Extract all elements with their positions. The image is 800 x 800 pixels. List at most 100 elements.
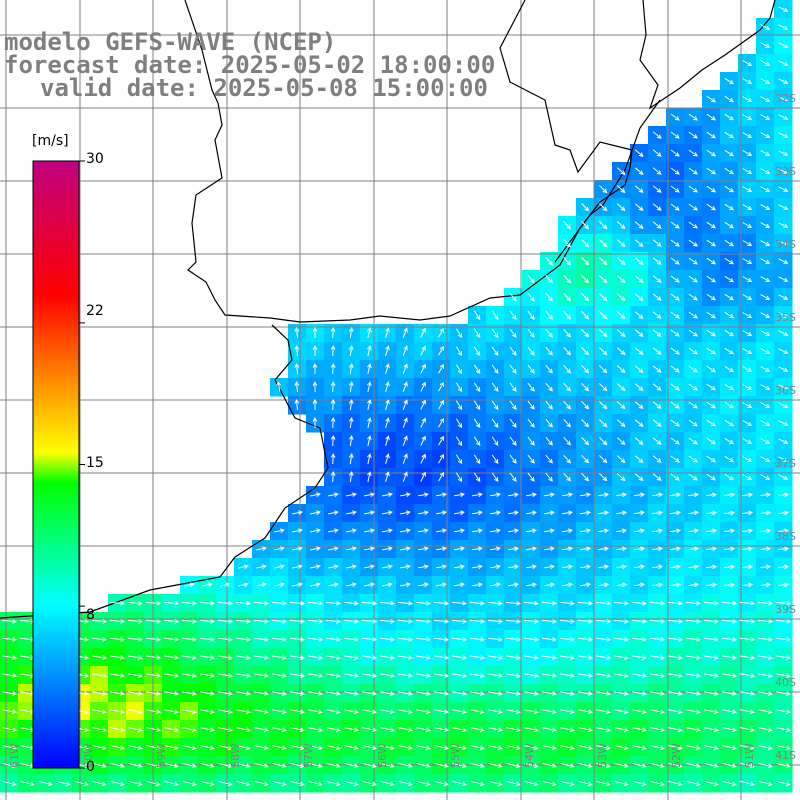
wind-arrow	[402, 327, 408, 338]
wind-arrow	[218, 691, 233, 696]
wind-arrow	[218, 655, 233, 660]
wind-arrow	[362, 673, 377, 678]
wind-arrow	[218, 780, 233, 787]
wind-arrow	[742, 276, 753, 283]
lon-label: 51W	[743, 743, 756, 768]
wind-arrow	[110, 709, 125, 714]
wind-arrow	[418, 510, 429, 515]
wind-arrow	[420, 435, 426, 446]
wind-arrow	[488, 691, 503, 696]
wind-arrow	[724, 239, 735, 247]
wind-arrow	[633, 492, 646, 498]
wind-arrow	[385, 345, 390, 356]
wind-arrow	[686, 673, 701, 678]
wind-arrow	[385, 471, 390, 482]
wind-arrow	[182, 727, 197, 733]
wind-arrow	[310, 582, 321, 587]
wind-arrow	[776, 637, 791, 642]
wind-arrow	[509, 364, 517, 374]
wind-arrow	[455, 400, 463, 411]
wind-arrow	[400, 510, 411, 515]
wind-arrow	[670, 293, 680, 301]
wind-arrow	[741, 564, 754, 570]
wind-arrow	[650, 762, 665, 769]
wind-arrow	[238, 582, 249, 587]
wind-arrow	[778, 330, 789, 336]
wind-arrow	[146, 709, 161, 714]
wind-arrow	[469, 619, 486, 624]
wind-arrow	[434, 745, 449, 751]
wind-arrow	[527, 436, 535, 446]
wind-arrow	[326, 709, 341, 714]
wind-arrow	[380, 691, 395, 696]
wind-arrow	[758, 745, 773, 751]
wind-arrow	[308, 637, 323, 642]
wind-arrow	[398, 691, 413, 696]
wind-arrow	[670, 437, 680, 445]
wind-arrow	[670, 167, 680, 175]
wind-arrow	[560, 673, 575, 678]
wind-arrow	[760, 132, 771, 138]
wind-arrow	[614, 762, 629, 769]
wind-arrow	[473, 400, 481, 411]
wind-arrow	[420, 417, 426, 428]
wind-arrow	[398, 673, 413, 678]
wind-arrow	[420, 363, 426, 374]
wind-arrow	[705, 582, 718, 588]
wind-arrow	[367, 417, 372, 429]
wind-arrow	[382, 546, 393, 551]
wind-arrow	[526, 510, 537, 516]
wind-arrow	[326, 745, 341, 751]
wind-arrow	[470, 709, 485, 714]
wind-arrow	[380, 709, 395, 714]
wind-arrow	[20, 780, 35, 787]
wind-arrow	[722, 691, 737, 696]
wind-arrow	[434, 727, 449, 733]
wind-arrow	[385, 435, 390, 446]
wind-arrow	[703, 619, 720, 624]
wind-arrow	[670, 275, 680, 283]
wind-arrow	[451, 619, 468, 624]
wind-arrow	[472, 510, 483, 516]
wind-arrow	[688, 365, 698, 373]
wind-arrow	[742, 474, 753, 481]
wind-arrow	[218, 637, 233, 642]
wind-arrow	[326, 780, 341, 787]
wind-arrow	[721, 619, 738, 624]
wind-arrow	[418, 564, 429, 569]
wind-arrow	[218, 727, 233, 733]
wind-arrow	[328, 546, 339, 551]
wind-arrow	[597, 546, 610, 552]
wind-arrow	[706, 419, 717, 427]
wind-arrow	[470, 691, 485, 696]
wind-arrow	[615, 582, 628, 588]
wind-arrow	[742, 78, 753, 85]
wind-arrow	[668, 709, 683, 714]
wind-arrow	[110, 655, 125, 660]
wind-arrow	[346, 492, 357, 497]
wind-arrow	[634, 365, 644, 373]
wind-arrow	[775, 619, 792, 624]
wind-arrow	[416, 745, 431, 751]
wind-arrow	[778, 96, 789, 102]
wind-arrow	[526, 528, 537, 534]
wind-arrow	[742, 294, 753, 301]
lat-label: 39S	[775, 603, 796, 616]
wind-arrow	[164, 709, 179, 714]
wind-arrow	[759, 546, 772, 552]
wind-arrow	[741, 492, 754, 498]
wind-arrow	[330, 344, 336, 357]
wind-arrow	[506, 691, 521, 696]
wind-arrow	[272, 709, 287, 714]
wind-arrow	[400, 582, 411, 587]
wind-arrow	[236, 762, 251, 769]
wind-arrow	[721, 600, 738, 606]
wind-arrow	[344, 727, 359, 733]
wind-arrow	[326, 727, 341, 733]
wind-arrow	[742, 132, 753, 139]
wind-arrow	[236, 655, 251, 660]
wind-arrow	[524, 691, 539, 696]
wind-arrow	[312, 326, 318, 339]
wind-arrow	[704, 691, 719, 696]
wind-arrow	[760, 402, 771, 408]
